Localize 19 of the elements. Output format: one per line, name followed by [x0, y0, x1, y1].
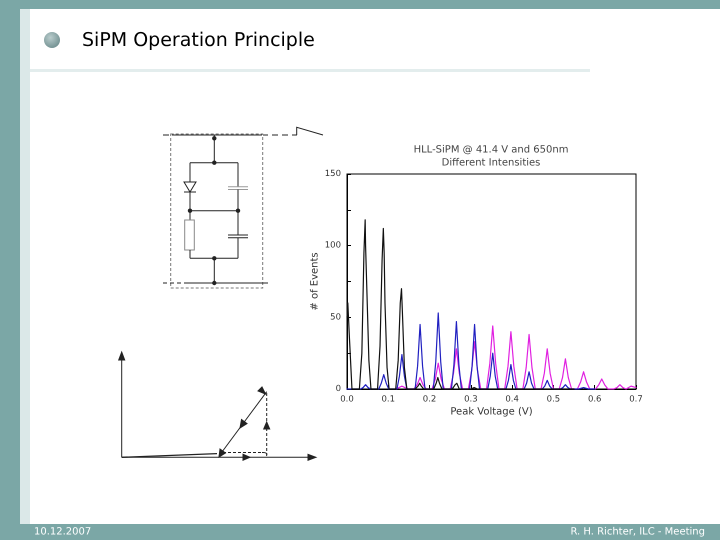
x-tick-label: 0.0: [340, 394, 354, 404]
text: Different Intensities: [442, 158, 540, 168]
text: R. H. Richter, ILC - Meeting: [570, 526, 705, 538]
y-tick-label: 0: [336, 384, 341, 394]
y-tick-label: 50: [330, 312, 341, 322]
x-tick-label: 0.5: [546, 394, 560, 404]
chart-title: SiPM Operation Principle: [82, 29, 315, 51]
x-tick-label: 0.1: [382, 394, 396, 404]
x-axis-title: Peak Voltage (V): [450, 406, 533, 418]
x-tick-label: 0.2: [422, 394, 436, 404]
x-tick-label: 0.7: [629, 394, 643, 404]
y-tick-label: 150: [324, 169, 341, 179]
chart-subtitle: HLL-SiPM @ 41.4 V and 650nm: [414, 144, 568, 156]
y-tick-label: 100: [324, 240, 341, 251]
text: 10.12.2007: [34, 526, 92, 538]
x-tick-label: 0.6: [588, 394, 602, 404]
x-tick-label: 0.3: [464, 394, 478, 404]
y-axis-title: # of Events: [310, 252, 320, 311]
x-tick-label: 0.4: [505, 394, 519, 404]
